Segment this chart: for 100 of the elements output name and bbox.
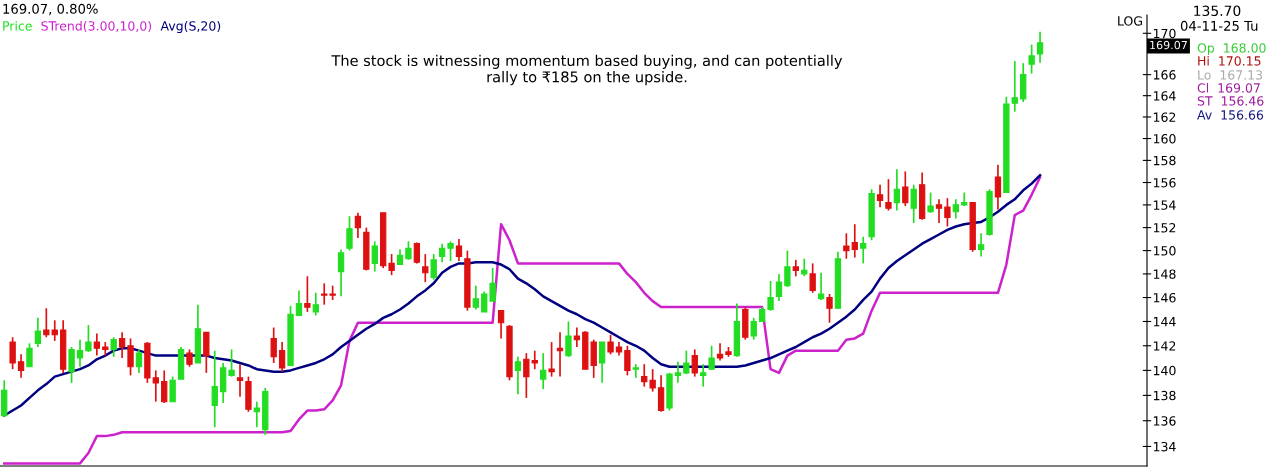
text: ST 156.46	[1197, 96, 1264, 106]
y-tick-label: 156	[1153, 177, 1176, 188]
candlestick	[826, 293, 833, 324]
candlestick	[565, 320, 572, 358]
y-tick-label: 138	[1153, 390, 1176, 401]
candlestick	[573, 326, 581, 348]
candlestick	[632, 363, 639, 379]
candlestick	[817, 271, 825, 301]
candlestick	[1028, 43, 1035, 75]
y-tick-label: 154	[1153, 200, 1176, 210]
candlestick	[76, 338, 84, 368]
candlestick	[1036, 30, 1044, 64]
candlestick	[716, 342, 724, 362]
y-tick-label: 152	[1153, 223, 1176, 233]
y-tick-label: 170	[1153, 28, 1176, 39]
candlestick	[809, 262, 816, 294]
y-tick-label: 140	[1153, 365, 1176, 376]
candlestick	[405, 240, 412, 261]
candlestick	[514, 355, 522, 395]
candlestick	[531, 349, 538, 370]
candlestick	[161, 369, 168, 404]
text: Op 168.00	[1197, 43, 1266, 56]
candlestick	[843, 232, 850, 260]
candlestick	[935, 198, 943, 224]
candlestick	[337, 248, 345, 298]
candlestick	[750, 317, 757, 341]
y-tick-label: 164	[1153, 91, 1176, 101]
candlestick	[700, 363, 707, 388]
y-tick-label: 158	[1153, 155, 1176, 166]
candlestick	[295, 289, 303, 317]
candlestick	[885, 178, 892, 212]
candlestick	[118, 331, 126, 359]
candlestick	[127, 337, 134, 377]
candlestick	[110, 336, 117, 358]
candlestick	[304, 275, 311, 313]
y-tick-label: 144	[1153, 317, 1176, 327]
candlestick	[447, 240, 454, 262]
candlestick	[169, 375, 176, 403]
candlestick	[481, 290, 488, 313]
candlestick	[278, 341, 286, 373]
candlestick	[26, 342, 33, 368]
candlestick	[438, 242, 446, 264]
candlestick	[910, 183, 917, 224]
text: Cl 169.07	[1197, 82, 1260, 93]
candlestick	[34, 317, 42, 348]
candlestick	[422, 253, 429, 283]
candlestick	[902, 170, 909, 207]
candlestick	[977, 232, 985, 258]
candlestick	[691, 348, 698, 378]
text: 04-11-25 Tu	[1180, 20, 1258, 31]
candlestick	[236, 363, 244, 398]
annotation: The stock is witnessing momentum based buying, and can potentially rally to ₹185 on the upside.	[331, 54, 843, 86]
candlestick	[321, 282, 328, 306]
candlestick	[211, 349, 218, 428]
candlestick	[540, 352, 547, 390]
text: 135.70	[1194, 5, 1241, 17]
candlestick	[657, 374, 665, 413]
candlestick	[497, 309, 505, 340]
candlestick	[102, 341, 109, 357]
candlestick	[944, 197, 951, 228]
candlestick	[354, 211, 362, 239]
candlestick	[220, 362, 227, 404]
text: Hi 170.15	[1198, 55, 1261, 66]
candlestick	[68, 346, 75, 384]
candlestick	[860, 235, 867, 265]
candlestick	[548, 341, 555, 378]
candlestick	[203, 331, 210, 374]
candlestick	[876, 183, 884, 209]
candlestick	[228, 348, 235, 378]
candlestick	[893, 168, 901, 212]
candlestick	[9, 336, 16, 370]
candlestick	[927, 191, 934, 214]
candlestick	[994, 163, 1002, 211]
candlestick	[1011, 60, 1018, 113]
line-series	[2, 176, 1042, 465]
candlestick	[708, 344, 715, 370]
candlestick	[489, 267, 496, 302]
candlestick	[253, 400, 261, 428]
text: LOG	[1118, 16, 1142, 26]
candlestick	[523, 352, 530, 399]
candlestick	[767, 280, 774, 312]
candlestick	[851, 223, 858, 259]
candlestick	[624, 344, 631, 377]
y-tick-label: 148	[1153, 269, 1176, 279]
candlestick	[455, 238, 463, 262]
y-tick-label: 136	[1153, 416, 1176, 426]
candlestick	[430, 253, 437, 281]
candlestick	[270, 326, 277, 364]
candlestick	[17, 353, 25, 379]
candlestick	[775, 273, 783, 302]
candlestick	[607, 333, 614, 356]
y-tick-label: 146	[1153, 293, 1176, 303]
candlestick	[93, 332, 101, 357]
text: Lo 167.13	[1198, 70, 1263, 80]
y-tick-label: 134	[1153, 441, 1176, 452]
y-tick-label: 166	[1153, 70, 1176, 80]
text: STrend(3.00,10,0)	[41, 20, 152, 33]
text: Avg(S,20)	[160, 20, 221, 34]
candlestick	[135, 348, 143, 374]
candlestick	[598, 341, 606, 384]
